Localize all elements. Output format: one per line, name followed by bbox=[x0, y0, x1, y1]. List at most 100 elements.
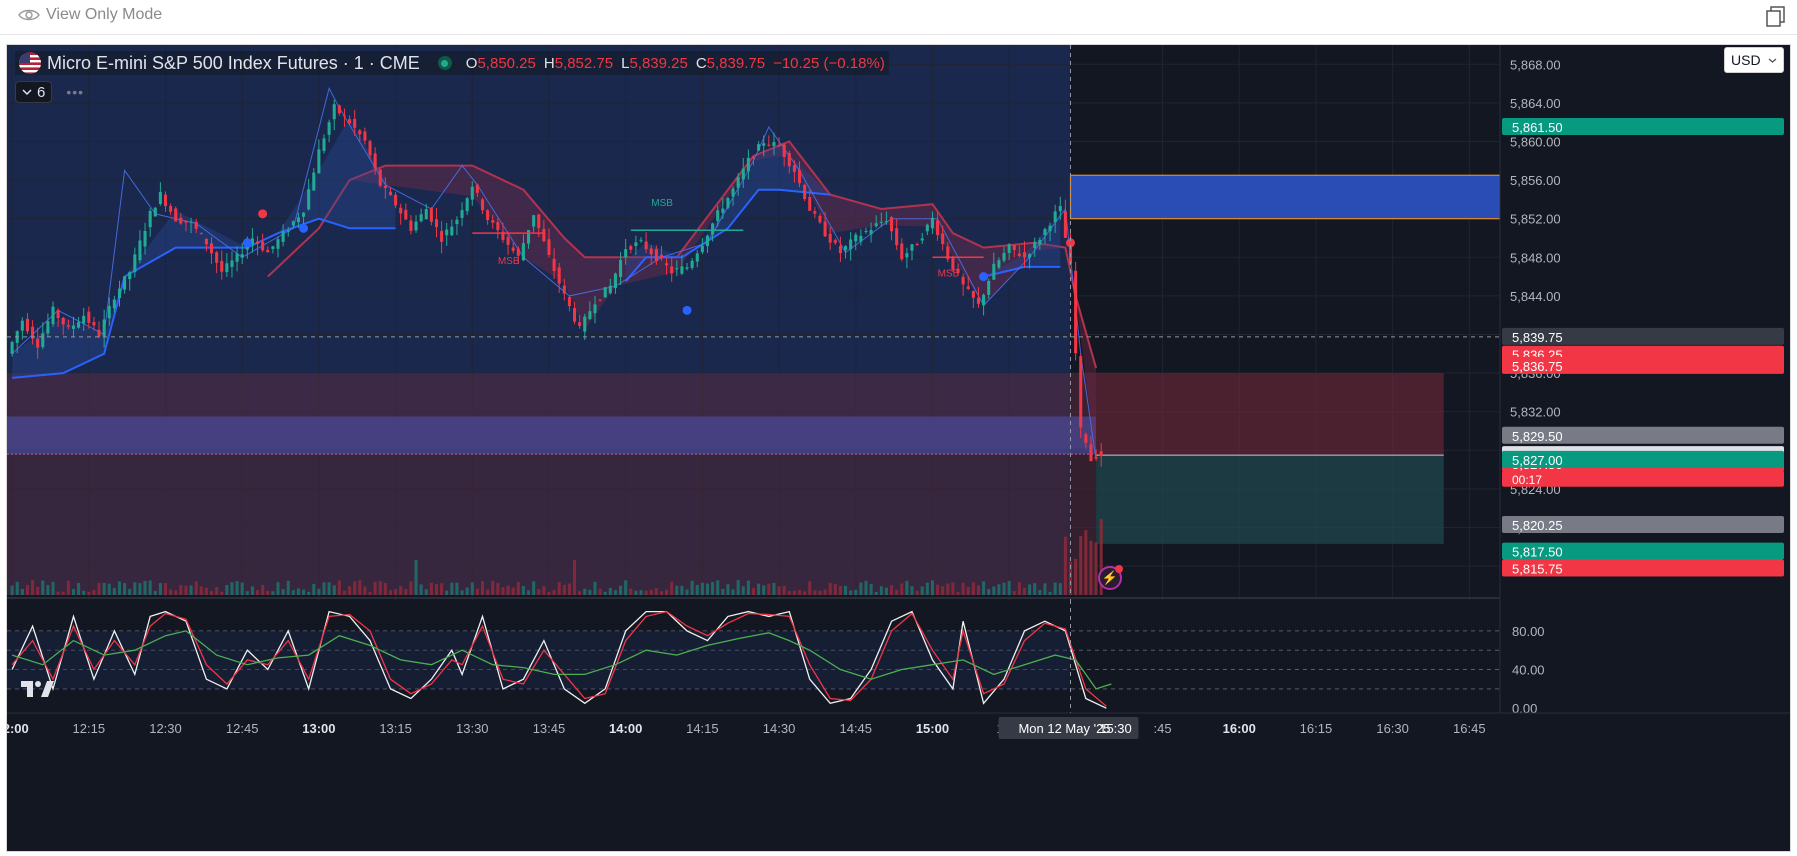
candle-body bbox=[578, 322, 582, 326]
candle-body bbox=[1002, 252, 1006, 261]
volume-bar bbox=[557, 582, 561, 595]
volume-bar bbox=[1074, 558, 1078, 595]
candle-body bbox=[220, 260, 224, 272]
candle-body bbox=[204, 238, 208, 245]
volume-bar bbox=[235, 581, 239, 595]
candle-body bbox=[976, 297, 981, 304]
candle-body bbox=[291, 221, 295, 226]
price-tick-label: 5,864.00 bbox=[1510, 96, 1561, 111]
candle-body bbox=[941, 233, 945, 245]
volume-bar bbox=[327, 582, 331, 595]
price-label-text: 5,820.25 bbox=[1512, 518, 1563, 533]
volume-bar bbox=[930, 580, 934, 595]
candle-body bbox=[639, 239, 643, 241]
time-tick-label: 15:00 bbox=[916, 721, 949, 736]
candle-body bbox=[828, 233, 832, 243]
volume-bar bbox=[179, 585, 183, 595]
candle-body bbox=[163, 194, 168, 207]
volume-bar bbox=[281, 589, 285, 595]
indicators-toggle[interactable]: 6 bbox=[15, 81, 53, 103]
volume-bar bbox=[261, 584, 265, 595]
volume-bar bbox=[562, 584, 566, 595]
symbol-title[interactable]: Micro E-mini S&P 500 Index Futures · 1 ·… bbox=[47, 52, 420, 73]
time-tick-label: :45 bbox=[1154, 721, 1172, 736]
volume-bar bbox=[87, 591, 91, 595]
candle-body bbox=[787, 153, 791, 167]
candle-body bbox=[419, 214, 423, 222]
candle-body bbox=[547, 239, 551, 255]
candle-body bbox=[593, 304, 597, 314]
candle-body bbox=[117, 288, 122, 299]
volume-bar bbox=[143, 580, 147, 595]
chart-canvas[interactable]: MSB MSB MSB 5,868.00 5,864.00 5,860.00 5,856.0… bbox=[7, 45, 1791, 852]
time-tick-label: 16:15 bbox=[1300, 721, 1333, 736]
volume-bar bbox=[174, 590, 178, 595]
tradingview-logo[interactable] bbox=[19, 677, 55, 701]
volume-bar bbox=[746, 580, 750, 595]
volume-bar bbox=[915, 590, 919, 595]
price-tick-label: 5,856.00 bbox=[1510, 173, 1561, 188]
low-label: L bbox=[621, 54, 630, 72]
price-label-badge bbox=[1502, 450, 1784, 468]
volume-bar bbox=[71, 589, 76, 595]
volume-bar bbox=[230, 582, 234, 595]
candle-body bbox=[813, 211, 817, 214]
candle-body bbox=[987, 280, 991, 295]
candle-body bbox=[373, 153, 377, 169]
volume-bar bbox=[256, 590, 260, 595]
volume-bar bbox=[1038, 589, 1042, 595]
candle-body bbox=[1007, 244, 1011, 253]
top-bar: View Only Mode bbox=[0, 0, 1797, 35]
volume-bar bbox=[859, 582, 863, 595]
high-label: H bbox=[543, 54, 555, 72]
candle-body bbox=[363, 131, 367, 141]
price-label-text: 5,861.50 bbox=[1512, 120, 1563, 135]
volume-bar bbox=[777, 586, 781, 595]
candle-body bbox=[31, 326, 35, 339]
volume-bar bbox=[608, 587, 612, 595]
market-status-icon[interactable] bbox=[437, 56, 452, 70]
chevron-down-icon bbox=[22, 89, 32, 96]
candle-body bbox=[491, 220, 495, 223]
candle-body bbox=[77, 322, 81, 328]
candle-body bbox=[501, 231, 505, 240]
volume-bar bbox=[654, 588, 658, 595]
lightning-alert-icon[interactable]: ⚡ bbox=[1098, 565, 1123, 590]
candle-body bbox=[296, 217, 300, 223]
volume-bar bbox=[46, 585, 50, 595]
volume-bar bbox=[1033, 583, 1037, 595]
candle-body bbox=[194, 221, 198, 229]
crosshair-time-text: Mon 12 May '25 bbox=[1018, 721, 1110, 736]
volume-bar bbox=[409, 581, 413, 595]
candle-body bbox=[56, 309, 60, 319]
symbol-header[interactable]: Micro E-mini S&P 500 Index Futures · 1 ·… bbox=[15, 51, 889, 75]
price-label-badge bbox=[1502, 356, 1784, 374]
volume-bar bbox=[399, 585, 403, 595]
chart-panel[interactable]: MSB MSB MSB 5,868.00 5,864.00 5,860.00 5,856.0… bbox=[6, 44, 1791, 852]
candle-body bbox=[1048, 225, 1052, 232]
volume-bar bbox=[675, 585, 679, 595]
candle-body bbox=[138, 240, 142, 261]
candle-body bbox=[143, 231, 147, 247]
candle-body bbox=[746, 157, 750, 172]
volume-bar bbox=[1043, 583, 1047, 595]
supply-zone bbox=[1069, 174, 1501, 220]
candle-body bbox=[854, 234, 858, 242]
time-tick-label: 12:45 bbox=[226, 721, 259, 736]
more-options-icon[interactable]: ••• bbox=[66, 84, 85, 100]
candle-body bbox=[1028, 254, 1032, 258]
volume-bar bbox=[890, 585, 894, 595]
volume-bar bbox=[102, 582, 106, 595]
volume-bar bbox=[419, 584, 423, 595]
volume-bar bbox=[511, 587, 515, 595]
currency-select[interactable]: USD bbox=[1724, 47, 1784, 73]
candle-body bbox=[486, 210, 490, 221]
volume-bar bbox=[41, 580, 45, 595]
candle-body bbox=[895, 228, 899, 246]
copy-icon[interactable] bbox=[1765, 5, 1787, 27]
volume-bar bbox=[613, 590, 617, 595]
volume-bar bbox=[337, 580, 341, 595]
position-risk-zone bbox=[1096, 373, 1444, 456]
pivot-dot bbox=[242, 238, 252, 248]
volume-bar bbox=[10, 585, 14, 595]
